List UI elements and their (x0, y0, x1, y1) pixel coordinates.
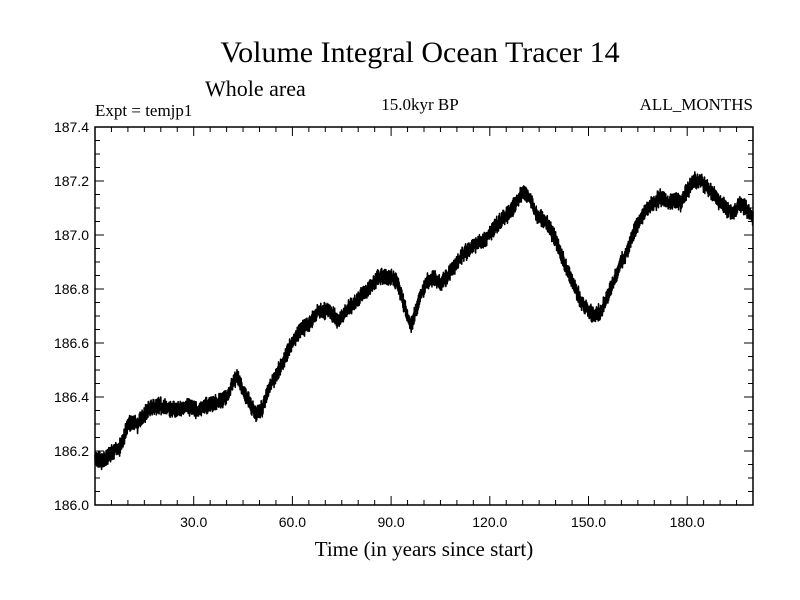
annotation-center: 15.0kyr BP (381, 95, 458, 114)
y-tick-label: 187.0 (54, 227, 89, 243)
x-tick-label: 90.0 (377, 514, 404, 530)
y-tick-label: 186.8 (54, 281, 89, 297)
y-tick-labels: 186.0 186.2 186.4 186.6 186.8 187.0 187.2 187.4 (54, 119, 89, 513)
annotation-left: Expt = temjp1 (95, 101, 192, 120)
series-line (94, 171, 754, 471)
x-tick-label: 120.0 (472, 514, 507, 530)
annotation-right: ALL_MONTHS (640, 95, 753, 114)
y-tick-label: 186.0 (54, 497, 89, 513)
x-tick-labels: 30.0 60.0 90.0 120.0 150.0 180.0 (180, 514, 705, 530)
chart-subtitle: Whole area (205, 76, 306, 101)
y-tick-label: 187.2 (54, 173, 89, 189)
x-axis-label: Time (in years since start) (315, 537, 534, 561)
x-tick-label: 30.0 (180, 514, 207, 530)
y-tick-label: 187.4 (54, 119, 89, 135)
axis-ticks (95, 127, 753, 505)
y-tick-label: 186.6 (54, 335, 89, 351)
plot-frame (94, 126, 754, 506)
y-tick-label: 186.2 (54, 443, 89, 459)
y-tick-label: 186.4 (54, 389, 89, 405)
x-tick-label: 150.0 (571, 514, 606, 530)
chart-title: Volume Integral Ocean Tracer 14 (220, 36, 619, 69)
x-tick-label: 60.0 (279, 514, 306, 530)
x-tick-label: 180.0 (670, 514, 705, 530)
